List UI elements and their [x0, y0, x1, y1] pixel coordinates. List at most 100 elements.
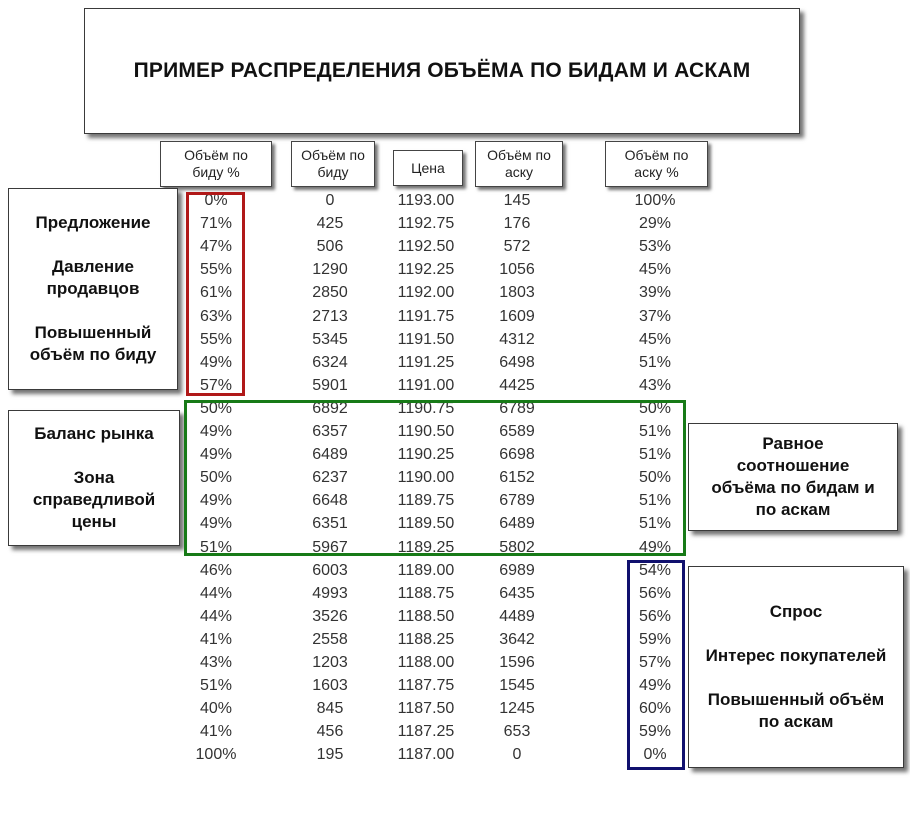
bid-vol-cell: 425	[316, 215, 344, 233]
demand-annotation: Спрос Интерес покупателей Повышенный объ…	[688, 566, 904, 768]
bid-vol-cell: 5901	[312, 376, 348, 394]
ask-vol-cell: 1056	[499, 261, 535, 279]
ask-vol-cell: 1545	[499, 677, 535, 695]
fair-zone-line1: Зона	[73, 468, 115, 487]
bid-pct-cell: 55%	[199, 330, 233, 348]
ask-vol-cell: 1803	[499, 284, 535, 302]
ask-vol-cell: 1609	[499, 307, 535, 325]
bid-vol-cell: 2558	[312, 630, 348, 648]
ask-pct-cell: 0%	[643, 746, 667, 764]
bid-pct-cell: 47%	[199, 238, 233, 256]
bid-vol-cell: 6351	[312, 515, 348, 533]
bid-volume-line2: объём по биду	[29, 345, 157, 364]
header-bid-pct: Объём по биду %	[160, 141, 272, 187]
ask-vol-cell: 6498	[499, 353, 535, 371]
price-cell: 1188.75	[397, 584, 455, 602]
bid-pct-cell: 100%	[195, 746, 237, 764]
bid-vol-cell: 0	[325, 192, 335, 209]
pressure-line2: продавцов	[46, 279, 140, 298]
header-ask-pct-line2: аску %	[634, 164, 679, 180]
bid-vol-cell: 6003	[312, 561, 348, 579]
bid-vol-cell: 845	[316, 700, 344, 718]
ask-pct-cell: 49%	[638, 677, 672, 695]
supply-line: Предложение	[35, 213, 151, 232]
ask-pct-cell: 29%	[638, 215, 672, 233]
ask-volume-line1: Повышенный объём	[707, 690, 885, 709]
bid-pct-cell: 49%	[199, 423, 233, 440]
ask-pct-cell: 56%	[638, 607, 672, 625]
ask-vol-cell: 3642	[499, 630, 535, 648]
ask-vol-cell: 4312	[499, 330, 535, 348]
pressure-line1: Давление	[52, 257, 134, 276]
bid-vol-cell: 6892	[312, 399, 348, 417]
bid-pct-cell: 71%	[199, 215, 233, 233]
ask-vol-cell: 1596	[499, 654, 535, 671]
bid-pct-cell: 49%	[199, 515, 233, 533]
bid-pct-cell: 49%	[199, 353, 233, 371]
ask-vol-cell: 6489	[499, 515, 535, 533]
fair-zone-line2: справедливой	[32, 490, 156, 509]
header-ask-pct-line1: Объём по	[624, 147, 689, 163]
price-cell: 1191.25	[397, 353, 455, 371]
header-bid-pct-line2: биду %	[192, 164, 240, 180]
header-ask-vol-line2: аску	[504, 164, 534, 180]
header-ask-vol-line1: Объём по	[487, 147, 551, 163]
price-cell: 1189.50	[397, 515, 455, 533]
ask-pct-cell: 37%	[638, 307, 672, 325]
ask-pct-cell: 50%	[638, 399, 672, 417]
price-cell: 1189.25	[397, 538, 455, 556]
ask-vol-cell: 6789	[499, 492, 535, 510]
bid-vol-cell: 3526	[312, 607, 348, 625]
ask-pct-cell: 43%	[638, 376, 672, 394]
ask-pct-cell: 60%	[638, 700, 672, 718]
bid-vol-cell: 6324	[312, 353, 348, 371]
ask-pct-cell: 45%	[638, 261, 672, 279]
buyer-interest-line: Интерес покупателей	[705, 646, 887, 665]
balance-annotation: Баланс рынка Зона справедливой цены	[8, 410, 180, 546]
price-cell: 1188.50	[397, 607, 455, 625]
price-cell: 1187.50	[397, 700, 455, 718]
bid-pct-cell: 51%	[199, 538, 233, 556]
price-cell: 1192.00	[397, 284, 455, 302]
header-bid-vol-line2: биду	[317, 164, 349, 180]
bid-vol-cell: 6357	[312, 423, 348, 440]
ask-vol-cell: 572	[503, 238, 531, 256]
ask-pct-cell: 56%	[638, 584, 672, 602]
bid-pct-cell: 41%	[199, 723, 233, 741]
ask-vol-cell: 4425	[499, 376, 535, 394]
ask-pct-cell: 57%	[638, 654, 672, 671]
equal-line4: по аскам	[755, 500, 831, 519]
header-price-label: Цена	[411, 159, 445, 176]
bid-pct-cell: 61%	[199, 284, 233, 302]
price-cell: 1190.00	[397, 469, 455, 487]
supply-annotation: Предложение Давление продавцов Повышенны…	[8, 188, 178, 390]
bid-pct-cell: 40%	[199, 700, 233, 718]
equal-line3: объёма по бидам и	[711, 478, 875, 497]
balance-line: Баланс рынка	[34, 424, 154, 443]
ask-volume-line2: по аскам	[758, 712, 834, 731]
bid-pct-cell: 0%	[204, 192, 228, 209]
price-cell: 1187.75	[397, 677, 455, 695]
ask-vol-cell: 6789	[499, 399, 535, 417]
bid-vol-cell: 6648	[312, 492, 348, 510]
price-cell: 1189.00	[397, 561, 455, 579]
ask-vol-cell: 145	[503, 192, 531, 209]
bid-vol-cell: 1203	[312, 654, 348, 671]
ask-pct-cell: 50%	[638, 469, 672, 487]
equal-ratio-annotation: Равное соотношение объёма по бидам и по …	[688, 423, 898, 531]
red-frame	[186, 192, 245, 396]
bid-pct-cell: 46%	[199, 561, 233, 579]
ask-vol-cell: 0	[512, 746, 522, 764]
price-cell: 1192.50	[397, 238, 455, 256]
ask-pct-cell: 51%	[638, 492, 672, 510]
header-bid-pct-line1: Объём по	[184, 147, 248, 163]
bid-pct-cell: 49%	[199, 446, 233, 464]
ask-pct-cell: 45%	[638, 330, 672, 348]
bid-vol-cell: 456	[316, 723, 344, 741]
price-cell: 1188.25	[397, 630, 455, 648]
ask-pct-cell: 53%	[638, 238, 672, 256]
ask-vol-cell: 6152	[499, 469, 535, 487]
bid-pct-cell: 44%	[199, 607, 233, 625]
bid-pct-cell: 41%	[199, 630, 233, 648]
price-cell: 1190.25	[397, 446, 455, 464]
